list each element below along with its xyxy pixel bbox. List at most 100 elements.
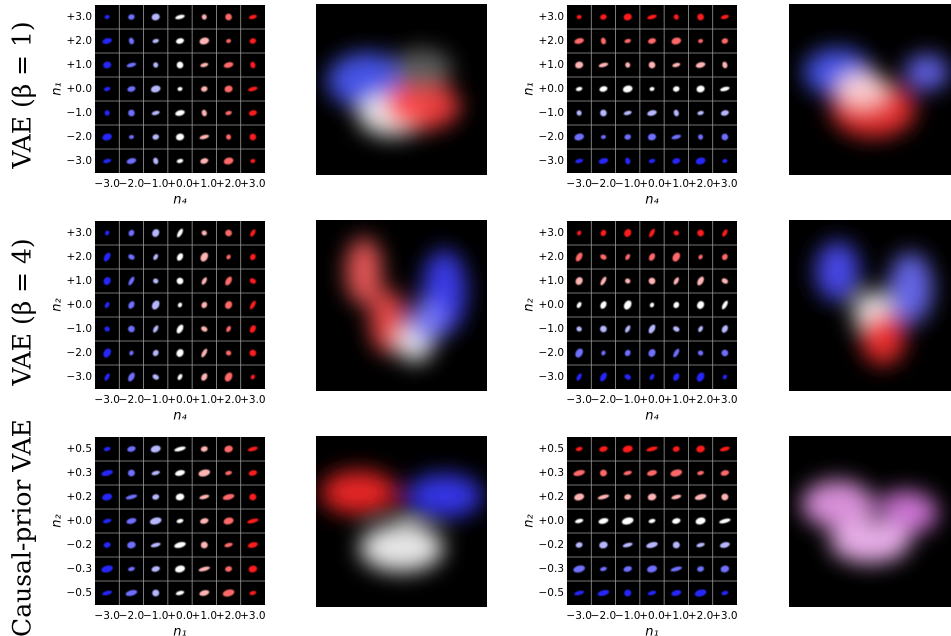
y-tick-label: −3.0 <box>539 371 565 383</box>
x-tick-label: +2.0 <box>688 394 714 406</box>
y-tick-label: +0.2 <box>539 491 565 503</box>
x-tick-label: −3.0 <box>94 394 120 406</box>
x-tick-label: +2.0 <box>216 394 242 406</box>
y-axis-label: n₁ <box>50 82 65 95</box>
x-tick-label: −3.0 <box>566 178 592 190</box>
x-axis-label: n₁ <box>173 625 186 636</box>
y-tick-label: +2.0 <box>539 35 565 47</box>
row-label: VAE (β = 1) <box>8 21 37 169</box>
y-tick-label: +0.0 <box>539 83 565 95</box>
y-tick-label: −1.0 <box>539 107 565 119</box>
x-tick-label: −1.0 <box>143 178 169 190</box>
y-tick-label: +3.0 <box>539 11 565 23</box>
density-blob <box>830 519 910 563</box>
y-tick-label: +1.0 <box>539 275 565 287</box>
y-tick-label: +0.0 <box>539 299 565 311</box>
x-tick-label: +3.0 <box>240 394 266 406</box>
x-tick-label: −2.0 <box>119 610 145 622</box>
density-blob <box>384 82 460 130</box>
x-tick-label: +0.0 <box>639 178 665 190</box>
x-tick-label: +1.0 <box>192 610 218 622</box>
density-blob <box>866 506 890 526</box>
density-blob <box>346 237 382 305</box>
density-image <box>789 436 951 607</box>
y-tick-label: +3.0 <box>67 11 93 23</box>
y-tick-label: +0.0 <box>67 83 93 95</box>
x-tick-label: +2.0 <box>688 610 714 622</box>
x-axis-label: n₄ <box>173 193 187 208</box>
density-blob <box>861 313 905 365</box>
x-tick-label: −3.0 <box>566 610 592 622</box>
x-tick-label: −1.0 <box>615 394 641 406</box>
x-tick-label: +0.0 <box>167 610 193 622</box>
x-tick-label: +2.0 <box>216 178 242 190</box>
y-tick-label: +0.2 <box>67 491 93 503</box>
x-tick-label: +2.0 <box>216 610 242 622</box>
x-tick-label: −1.0 <box>615 610 641 622</box>
y-tick-label: −0.2 <box>539 539 565 551</box>
x-tick-label: −1.0 <box>143 394 169 406</box>
density-blob <box>816 241 860 301</box>
x-tick-label: +2.0 <box>688 178 714 190</box>
y-tick-label: +0.3 <box>67 467 93 479</box>
x-tick-label: −2.0 <box>591 394 617 406</box>
y-tick-label: +3.0 <box>67 227 93 239</box>
x-tick-label: −2.0 <box>119 178 145 190</box>
row-label: Causal-prior VAE <box>8 419 37 636</box>
y-tick-label: +0.0 <box>67 299 93 311</box>
density-blob <box>321 470 397 514</box>
x-tick-label: +0.0 <box>639 394 665 406</box>
density-image <box>316 220 487 391</box>
y-tick-label: +2.0 <box>67 251 93 263</box>
y-tick-label: −2.0 <box>539 347 565 359</box>
y-axis-label: n₂ <box>50 298 65 311</box>
row-label: VAE (β = 4) <box>8 238 37 386</box>
y-tick-label: −3.0 <box>67 371 93 383</box>
y-tick-label: −0.2 <box>67 539 93 551</box>
y-tick-label: +1.0 <box>67 59 93 71</box>
y-tick-label: −0.5 <box>539 587 565 599</box>
x-axis-label: n₄ <box>645 409 659 424</box>
x-tick-label: −2.0 <box>119 394 145 406</box>
x-tick-label: +3.0 <box>240 610 266 622</box>
x-tick-label: +0.0 <box>639 610 665 622</box>
density-image <box>789 220 951 391</box>
y-tick-label: −3.0 <box>67 155 93 167</box>
y-tick-label: +1.0 <box>67 275 93 287</box>
y-tick-label: −1.0 <box>67 107 93 119</box>
y-tick-label: +0.5 <box>67 443 93 455</box>
x-axis-label: n₄ <box>645 193 659 208</box>
y-tick-label: −1.0 <box>539 323 565 335</box>
density-blob <box>905 54 949 90</box>
density-blob <box>392 49 452 89</box>
figure: VAE (β = 1)+3.0+2.0+1.0+0.0−1.0−2.0−3.0−… <box>0 0 951 636</box>
x-tick-label: +1.0 <box>664 178 690 190</box>
y-tick-label: −3.0 <box>539 155 565 167</box>
x-tick-label: +0.0 <box>167 178 193 190</box>
x-tick-label: −3.0 <box>94 178 120 190</box>
x-tick-label: +1.0 <box>664 394 690 406</box>
y-axis-label: n₂ <box>50 514 65 527</box>
x-tick-label: −2.0 <box>591 178 617 190</box>
y-tick-label: −2.0 <box>67 131 93 143</box>
y-axis-label: n₂ <box>522 298 537 311</box>
y-tick-label: +0.5 <box>539 443 565 455</box>
x-tick-label: +3.0 <box>712 394 738 406</box>
y-tick-label: +3.0 <box>539 227 565 239</box>
y-tick-label: −0.5 <box>67 587 93 599</box>
density-blob <box>396 501 424 525</box>
x-tick-label: +3.0 <box>712 610 738 622</box>
density-image <box>316 436 487 607</box>
x-tick-label: +1.0 <box>192 394 218 406</box>
x-tick-label: +1.0 <box>664 610 690 622</box>
y-tick-label: −2.0 <box>539 131 565 143</box>
y-tick-label: +0.3 <box>539 467 565 479</box>
x-tick-label: +0.0 <box>167 394 193 406</box>
x-tick-label: −1.0 <box>143 610 169 622</box>
density-blob <box>836 71 888 107</box>
x-tick-label: +3.0 <box>712 178 738 190</box>
x-tick-label: +1.0 <box>192 178 218 190</box>
x-tick-label: −3.0 <box>566 394 592 406</box>
y-tick-label: +2.0 <box>67 35 93 47</box>
density-image <box>316 4 487 175</box>
